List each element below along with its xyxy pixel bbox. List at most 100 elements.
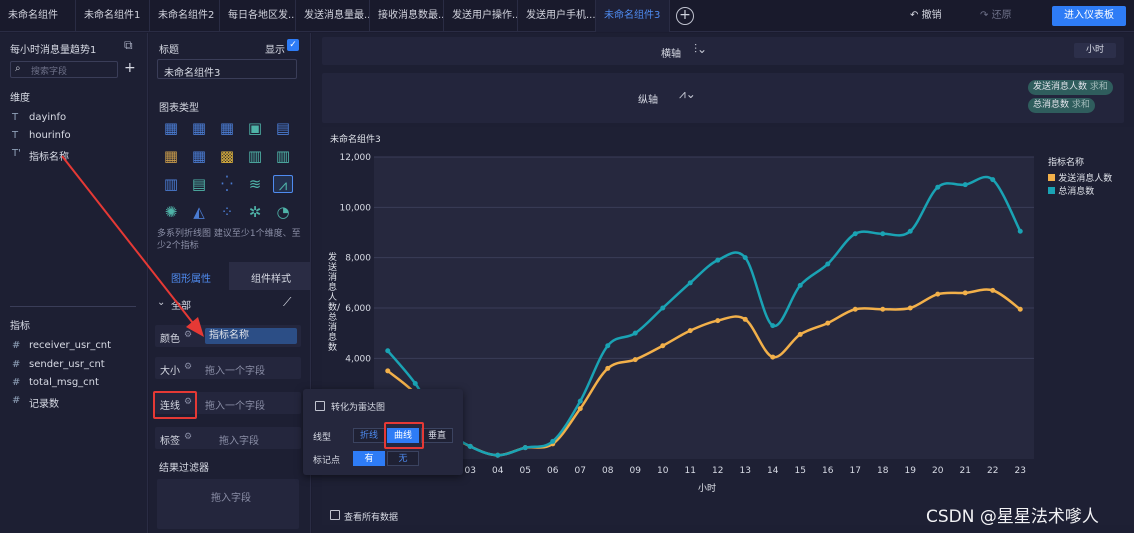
tab-component-3-active[interactable]: 未命名组件3: [596, 0, 670, 32]
data-point: [825, 320, 831, 326]
y-axis-shelf[interactable]: 纵轴 ⩘⌄: [322, 73, 1124, 123]
legend-item[interactable]: 发送消息人数: [1048, 171, 1112, 184]
legend-swatch: [1048, 187, 1055, 194]
line-type-step[interactable]: 垂直: [421, 428, 453, 443]
gear-icon[interactable]: ⚙: [184, 397, 193, 407]
filter-slot[interactable]: 拖入字段: [157, 479, 299, 529]
data-point: [715, 318, 721, 324]
y-field-name: 总消息数: [1033, 100, 1070, 110]
gear-icon[interactable]: ⚙: [184, 362, 193, 372]
multi-line-icon[interactable]: ≋: [248, 175, 262, 193]
collapse-icon[interactable]: ⌄: [157, 297, 166, 308]
marker-on[interactable]: 有: [353, 451, 385, 466]
line-type-polyline[interactable]: 折线: [353, 428, 385, 443]
y-field-agg: 求和: [1089, 82, 1108, 92]
x-tick-label: 08: [602, 466, 614, 476]
x-tick-label: 15: [795, 466, 806, 476]
gear-icon[interactable]: ⚙: [184, 330, 193, 340]
add-tab-icon[interactable]: +: [676, 7, 694, 25]
x-tick-label: 19: [905, 466, 917, 476]
y-axis-field-chip[interactable]: 发送消息人数 求和: [1028, 80, 1113, 95]
enter-dashboard-button[interactable]: 进入仪表板: [1052, 6, 1126, 26]
line-type-label: 线型: [313, 433, 332, 443]
stacked-bar-icon[interactable]: ▥: [247, 147, 263, 165]
line-label: 连线: [160, 401, 180, 412]
size-slot[interactable]: 大小 ⚙ 拖入一个字段: [155, 357, 301, 379]
tab-receive-msg[interactable]: 接收消息数最...: [370, 0, 444, 32]
network-icon[interactable]: ✲: [248, 203, 262, 221]
x-tick-label: 06: [547, 466, 559, 476]
y-field-agg: 求和: [1071, 100, 1090, 110]
x-axis-shelf[interactable]: 横轴 ⫶⌄ 小时: [322, 37, 1124, 65]
bar-icon[interactable]: ▥: [275, 147, 291, 165]
undo-button[interactable]: ↶ 撤销: [910, 0, 942, 32]
heatmap-icon[interactable]: ▩: [219, 147, 235, 165]
pie-icon[interactable]: ◔: [276, 203, 290, 221]
radar-icon[interactable]: ✺: [164, 203, 178, 221]
tab-component-2[interactable]: 未命名组件2: [150, 0, 220, 32]
cross-table-icon[interactable]: ▦: [191, 119, 207, 137]
dimension-field[interactable]: dayinfo: [29, 112, 67, 123]
measure-field[interactable]: 记录数: [29, 399, 59, 410]
x-axis-title: 小时: [698, 484, 717, 494]
redo-button[interactable]: ↷ 还原: [980, 0, 1012, 32]
measure-field[interactable]: receiver_usr_cnt: [29, 340, 112, 351]
x-tick-label: 13: [740, 466, 751, 476]
add-field-icon[interactable]: +: [124, 60, 136, 76]
x-tick-label: 23: [1015, 466, 1026, 476]
tab-mapping[interactable]: 图形属性: [149, 262, 229, 290]
area-icon[interactable]: ◭: [193, 203, 205, 221]
scatter-icon[interactable]: ⁛: [221, 175, 233, 193]
gear-icon[interactable]: ⚙: [184, 432, 193, 442]
tab-component[interactable]: 未命名组件: [0, 0, 76, 32]
line-type-curve[interactable]: 曲线: [387, 428, 419, 443]
color-slot[interactable]: 颜色 ⚙ 指标名称: [155, 325, 301, 347]
grouped-bar-icon[interactable]: ▥: [163, 175, 179, 193]
chart-mode-icon[interactable]: ⩘⌄: [679, 87, 696, 101]
panel-divider[interactable]: [10, 306, 136, 307]
legend-label: 总消息数: [1058, 187, 1095, 197]
gauge-icon[interactable]: ▦: [191, 147, 207, 165]
dimension-field[interactable]: hourinfo: [29, 130, 71, 141]
horizontal-bar-icon[interactable]: ▤: [191, 175, 207, 193]
data-point: [632, 357, 638, 363]
data-point: [742, 316, 748, 322]
show-title-checkbox[interactable]: ✓: [287, 39, 299, 51]
tab-send-msg[interactable]: 发送消息量最...: [296, 0, 370, 32]
tab-send-user-phone[interactable]: 发送用户手机...: [518, 0, 596, 32]
detail-table-icon[interactable]: ▦: [219, 119, 235, 137]
y-field-name: 发送消息人数: [1033, 82, 1088, 92]
y-axis-field-chip[interactable]: 总消息数 求和: [1028, 98, 1095, 113]
color-field-chip[interactable]: 指标名称: [205, 328, 297, 344]
number-field-icon: #: [12, 395, 21, 406]
axis-mode-icon[interactable]: ⫶⌄: [694, 42, 708, 56]
marker-off[interactable]: 无: [387, 451, 419, 466]
number-icon[interactable]: ▤: [275, 119, 291, 137]
x-tick-label: 21: [960, 466, 971, 476]
measure-field[interactable]: sender_usr_cnt: [29, 359, 105, 370]
kpi-icon[interactable]: ▣: [247, 119, 263, 137]
title-input[interactable]: 未命名组件3: [157, 59, 297, 79]
tag-slot[interactable]: 标签 ⚙ 拖入字段: [155, 427, 301, 449]
tab-style[interactable]: 组件样式: [229, 262, 311, 290]
tab-send-user-op[interactable]: 发送用户操作...: [444, 0, 518, 32]
dimension-title: 维度: [10, 93, 30, 104]
top-bar: 未命名组件 未命名组件1 未命名组件2 每日各地区发... 发送消息量最... …: [0, 0, 1134, 32]
switch-dataset-icon[interactable]: ⧉: [124, 38, 133, 52]
show-all-checkbox[interactable]: [330, 510, 340, 520]
heat-table-icon[interactable]: ▦: [163, 147, 179, 165]
bubble-icon[interactable]: ⁘: [220, 203, 234, 221]
legend-item[interactable]: 总消息数: [1048, 184, 1094, 197]
measure-field[interactable]: total_msg_cnt: [29, 377, 99, 388]
dimension-field[interactable]: 指标名称: [29, 152, 69, 163]
line-icon[interactable]: ⩘: [273, 175, 293, 194]
x-tick-label: 17: [850, 466, 861, 476]
line-slot[interactable]: 连线 ⚙ 拖入一个字段: [155, 392, 301, 414]
table-icon[interactable]: ▦: [163, 119, 179, 137]
radar-checkbox[interactable]: [315, 401, 325, 411]
tab-component-1[interactable]: 未命名组件1: [76, 0, 150, 32]
tab-daily-region[interactable]: 每日各地区发...: [220, 0, 296, 32]
undo-label: 撤销: [921, 10, 942, 21]
search-input[interactable]: ⌕ 搜索字段: [10, 61, 118, 78]
x-axis-field-chip[interactable]: 小时: [1074, 43, 1117, 58]
